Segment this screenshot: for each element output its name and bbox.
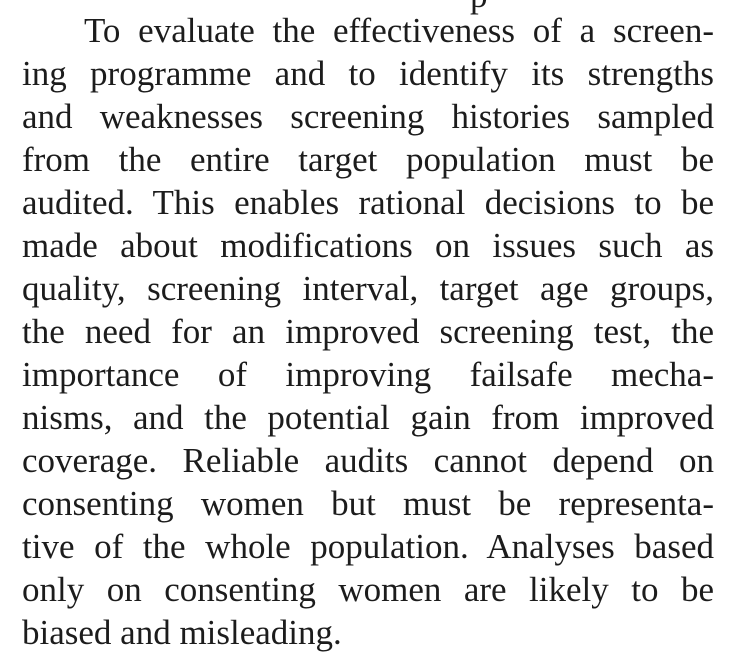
paragraph-line: coverage. Reliable audits cannot depend …: [22, 441, 714, 480]
paragraph-line: from the entire target population must b…: [22, 140, 714, 179]
paragraph-line: audited. This enables rational decisions…: [22, 183, 714, 222]
paragraph-line: To evaluate the effectiveness of a scree…: [84, 11, 714, 50]
paragraph-line: consenting women but must be representa-: [22, 484, 714, 523]
paragraph-line: nisms, and the potential gain from impro…: [22, 398, 714, 437]
paragraph-line: quality, screening interval, target age …: [22, 269, 714, 308]
paragraph-line: tive of the whole population. Analyses b…: [22, 527, 714, 566]
paragraph-line: and weaknesses screening histories sampl…: [22, 97, 714, 136]
paragraph-line: biased and misleading.: [22, 613, 342, 652]
paragraph-line: only on consenting women are likely to b…: [22, 570, 714, 609]
paragraph-line: made about modifications on issues such …: [22, 226, 714, 265]
paragraph-line: the need for an improved screening test,…: [22, 312, 714, 351]
paragraph-line: ing programme and to identify its streng…: [22, 54, 714, 93]
clipped-previous-line: p: [470, 0, 488, 17]
paragraph-line: importance of improving failsafe mecha-: [22, 355, 714, 394]
